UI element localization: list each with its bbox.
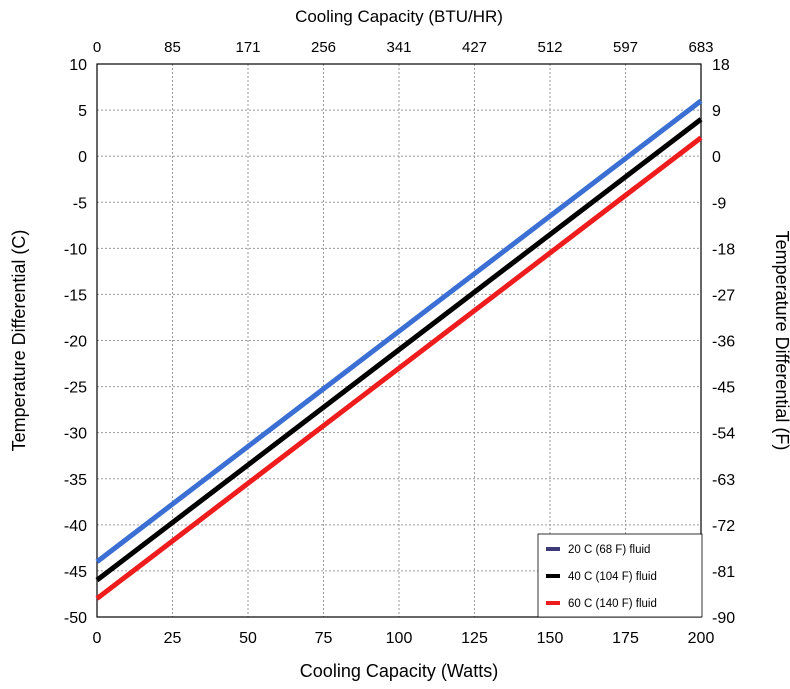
x-tick-label: 25 (164, 630, 182, 647)
x-tick-label: 50 (239, 630, 257, 647)
y-tick-label: -10 (64, 241, 87, 258)
x-tick-labels: 0 25 50 75 100 125 150 175 200 (93, 630, 715, 647)
x-tick-label: 200 (688, 630, 715, 647)
series-line-2 (95, 117, 703, 583)
y-tick-label: -40 (64, 518, 87, 535)
right-tick-label: -81 (712, 564, 735, 581)
top-tick-label: 171 (235, 39, 260, 56)
top-tick-label: 512 (537, 39, 562, 56)
right-tick-label: -54 (712, 426, 735, 443)
legend-label: 20 C (68 F) fluid (568, 544, 650, 556)
series-line-3 (95, 135, 703, 601)
right-tick-label: 9 (712, 103, 721, 120)
y-tick-label: -30 (64, 426, 87, 443)
x-tick-label: 175 (612, 630, 639, 647)
right-tick-label: -36 (712, 334, 735, 351)
right-axis-title: Temperature Differential (F) (772, 231, 790, 451)
top-tick-label: 427 (462, 39, 487, 56)
y-tick-label: -50 (64, 610, 87, 627)
y-tick-label: -20 (64, 334, 87, 351)
x-tick-label: 75 (315, 630, 333, 647)
right-tick-label: -18 (712, 241, 735, 258)
top-tick-label: 256 (311, 39, 336, 56)
y-tick-label: -45 (64, 564, 87, 581)
y-tick-label: 10 (69, 57, 87, 74)
legend-box (537, 533, 703, 618)
y-tick-labels: 10 5 0 -5 -10 -15 -20 -25 -30 -35 -40 -45 -50 (64, 57, 87, 627)
x-tick-label: 125 (461, 630, 488, 647)
y-tick-label: 5 (78, 103, 87, 120)
series-line-1 (95, 98, 703, 564)
top-tick-label: 597 (613, 39, 638, 56)
series-lines (95, 98, 703, 601)
legend-label: 40 C (104 F) fluid (568, 571, 657, 583)
top-tick-labels: 0 85 171 256 341 427 512 597 683 (93, 39, 714, 56)
y-tick-label: 0 (78, 149, 87, 166)
top-tick-label: 683 (688, 39, 713, 56)
right-tick-label: 0 (712, 149, 721, 166)
right-tick-labels: 18 9 0 -9 -18 -27 -36 -45 -54 -63 -72 -81 -90 (712, 57, 735, 627)
legend: 20 C (68 F) fluid 40 C (104 F) fluid 60 C … (537, 533, 703, 618)
plot-frame (96, 63, 702, 618)
top-tick-label: 341 (386, 39, 411, 56)
legend-label: 60 C (140 F) fluid (568, 598, 657, 610)
right-tick-label: -72 (712, 518, 735, 535)
x-tick-label: 150 (537, 630, 564, 647)
top-tick-label: 85 (164, 39, 181, 56)
y-axis-title: Temperature Differential (C) (9, 230, 29, 452)
right-tick-label: -27 (712, 287, 735, 304)
right-tick-label: -90 (712, 610, 735, 627)
right-tick-label: -45 (712, 380, 735, 397)
y-tick-label: -35 (64, 472, 87, 489)
right-tick-label: -9 (712, 195, 726, 212)
top-axis-title: Cooling Capacity (BTU/HR) (295, 7, 503, 26)
y-tick-label: -5 (73, 195, 87, 212)
y-tick-label: -15 (64, 287, 87, 304)
x-axis-title: Cooling Capacity (Watts) (300, 661, 498, 681)
right-tick-label: 18 (712, 57, 730, 74)
right-tick-label: -63 (712, 472, 735, 489)
y-tick-label: -25 (64, 380, 87, 397)
x-tick-label: 100 (386, 630, 413, 647)
x-tick-label: 0 (93, 630, 102, 647)
top-tick-label: 0 (93, 39, 101, 56)
grid (97, 64, 701, 617)
